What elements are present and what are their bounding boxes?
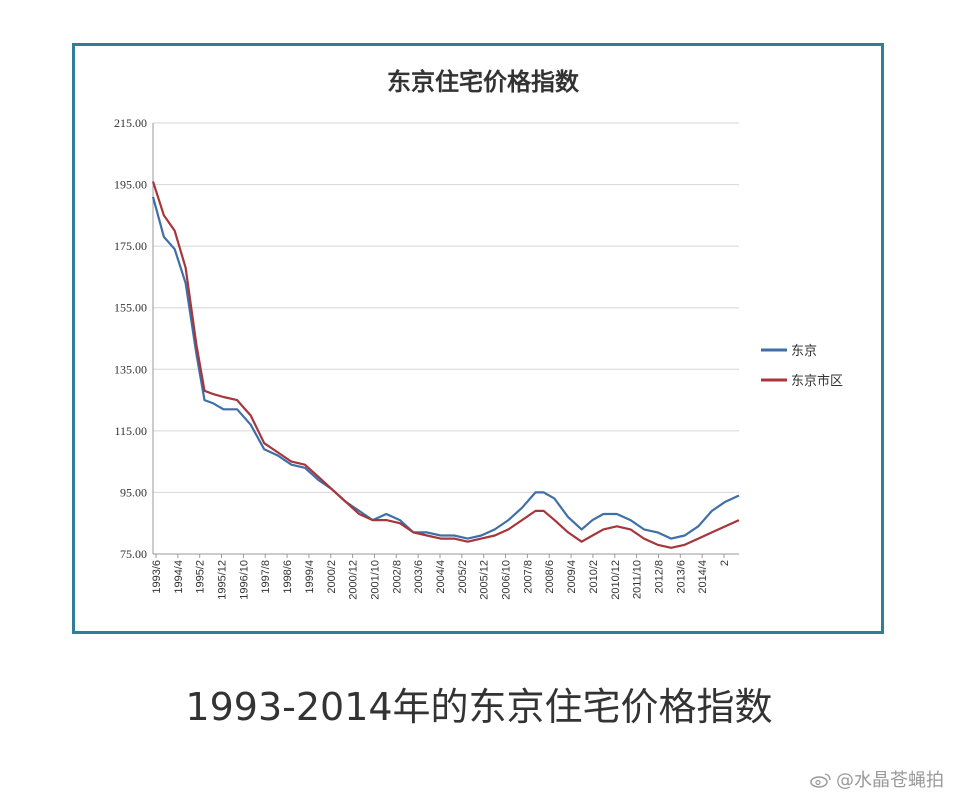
- x-tick-label: 2013/6: [675, 560, 687, 594]
- x-tick-label: 2003/6: [413, 560, 425, 594]
- y-tick-label: 155.00: [114, 301, 147, 315]
- x-tick-label: 2000/12: [348, 560, 360, 600]
- y-tick-label: 195.00: [114, 178, 147, 192]
- x-tick-label: 2007/8: [522, 560, 534, 594]
- y-tick-label: 75.00: [120, 547, 147, 561]
- y-tick-label: 215.00: [114, 116, 147, 130]
- x-tick-label: 2014/4: [697, 560, 709, 594]
- x-tick-label: 2008/6: [544, 560, 556, 594]
- x-tick-label: 2005/2: [457, 560, 469, 594]
- x-tick-label: 1995/2: [195, 560, 207, 594]
- x-tick-label: 1997/8: [260, 560, 272, 594]
- series-line-tokyo-city: [151, 181, 740, 549]
- x-tick-label: 2002/8: [391, 560, 403, 594]
- x-tick-label: 2001/10: [369, 560, 381, 600]
- x-tick-label: 1998/6: [282, 560, 294, 594]
- series-line-tokyo: [151, 196, 740, 540]
- watermark-text: @水晶苍蝇拍: [836, 770, 944, 791]
- x-tick-label: 1995/12: [217, 560, 229, 600]
- x-tick-label: 2012/8: [653, 560, 665, 594]
- x-tick-label: 2009/4: [566, 560, 578, 594]
- series-layer: [151, 181, 740, 549]
- x-tick-label: 2010/12: [610, 560, 622, 600]
- x-tick-label: 1993/6: [151, 560, 163, 594]
- image-caption: 1993-2014年的东京住宅价格指数: [185, 685, 773, 729]
- chart-frame: 东京住宅价格指数 215.00 195.00 175.00 155.00 135.00 1…: [72, 43, 884, 634]
- y-tick-label: 135.00: [114, 362, 147, 376]
- y-tick-label: 115.00: [114, 424, 147, 438]
- y-tick-label: 95.00: [120, 485, 147, 499]
- x-tick-label: 2004/4: [435, 560, 447, 594]
- x-tick-label: 2: [719, 560, 731, 566]
- x-tick-label: 2005/12: [479, 560, 491, 600]
- chart-title: 东京住宅价格指数: [387, 68, 580, 96]
- x-tick-label: 2011/10: [632, 560, 644, 599]
- x-tick-label: 1999/4: [304, 560, 316, 594]
- grid-layer: [153, 122, 739, 555]
- weibo-icon: [810, 773, 831, 788]
- watermark: @水晶苍蝇拍: [810, 766, 944, 792]
- x-tick-label: 2006/10: [501, 560, 513, 600]
- x-tick-label: 1994/4: [173, 560, 185, 594]
- chart-svg: 东京住宅价格指数 215.00 195.00 175.00 155.00 135.00 1…: [114, 68, 843, 600]
- legend-label: 东京: [791, 344, 817, 359]
- legend-label: 东京市区: [791, 373, 843, 389]
- y-tick-label: 175.00: [114, 239, 147, 253]
- x-tick-label: 2000/2: [326, 560, 338, 594]
- x-tick-label: 1996/10: [238, 560, 250, 600]
- x-tick-label: 2010/2: [588, 560, 600, 594]
- axis-layer: 215.00 195.00 175.00 155.00 135.00 115.00 95.0…: [114, 116, 739, 600]
